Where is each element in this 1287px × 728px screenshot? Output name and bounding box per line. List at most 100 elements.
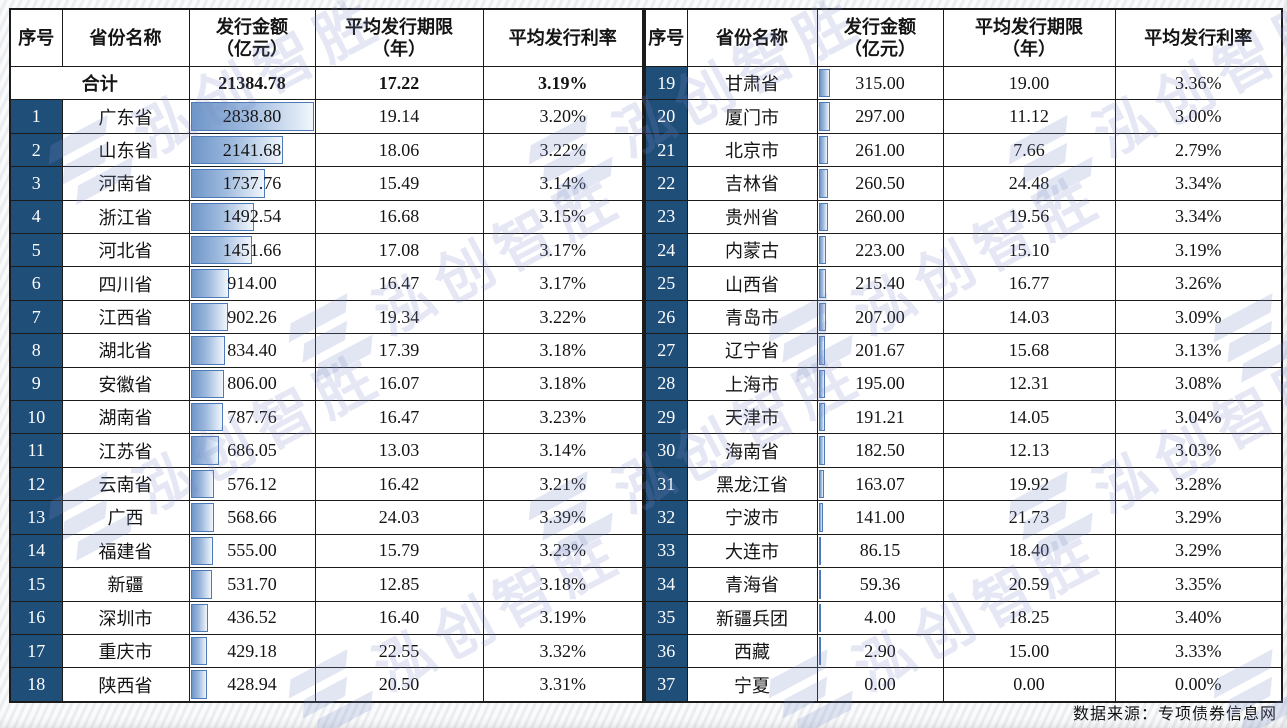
amount-data-bar (190, 436, 219, 465)
amount-data-bar (818, 503, 823, 532)
term-cell: 19.34 (314, 299, 484, 335)
amount-value: 568.66 (227, 506, 277, 527)
table-row: 10 湖南省 787.76 16.47 3.23% (9, 400, 644, 435)
row-index-cell: 1 (9, 99, 63, 134)
col-header-term-line1: 平均发行期限 (345, 16, 453, 37)
rate-cell: 3.19% (1114, 233, 1283, 268)
province-cell: 山西省 (686, 266, 818, 301)
table-header-right: 序号 省份名称 发行金额 （亿元） 平均发行期限 （年） 平均发行利率 (644, 8, 1283, 67)
province-cell: 安徽省 (61, 366, 190, 402)
amount-cell: 260.50 (816, 166, 944, 201)
province-cell: 四川省 (61, 266, 190, 301)
amount-data-bar (818, 369, 826, 399)
province-cell: 广西 (61, 500, 190, 535)
rate-cell: 3.31% (482, 667, 644, 703)
table-row: 20 厦门市 297.00 11.12 3.00% (644, 99, 1283, 134)
rate-cell: 3.29% (1114, 533, 1283, 569)
amount-data-bar (818, 135, 828, 165)
amount-cell: 207.00 (816, 299, 944, 335)
amount-value: 260.00 (855, 206, 905, 227)
term-cell: 14.05 (942, 400, 1116, 435)
table-row: 4 浙江省 1492.54 16.68 3.15% (9, 199, 644, 235)
amount-value: 163.07 (855, 473, 905, 494)
province-cell: 吉林省 (686, 166, 818, 201)
amount-cell: 0.00 (816, 667, 944, 703)
rate-cell: 3.33% (1114, 633, 1283, 669)
province-cell: 河北省 (61, 233, 190, 268)
rate-cell: 3.34% (1114, 199, 1283, 235)
amount-data-bar (818, 536, 821, 566)
table-row: 35 新疆兵团 4.00 18.25 3.40% (644, 600, 1283, 635)
province-cell: 河南省 (61, 166, 190, 201)
amount-data-bar (190, 603, 208, 632)
amount-data-bar (190, 636, 208, 666)
rate-cell: 3.08% (1114, 366, 1283, 402)
amount-cell: 163.07 (816, 466, 944, 502)
amount-value: 141.00 (855, 506, 905, 527)
amount-data-bar (818, 469, 824, 499)
row-index-cell: 13 (9, 500, 63, 535)
term-cell: 19.92 (942, 466, 1116, 502)
amount-value: 436.52 (227, 607, 277, 628)
rate-cell: 3.00% (1114, 99, 1283, 134)
term-cell: 0.00 (942, 667, 1116, 703)
table-row: 14 福建省 555.00 15.79 3.23% (9, 533, 644, 569)
table-row: 24 内蒙古 223.00 15.10 3.19% (644, 233, 1283, 268)
amount-data-bar (190, 169, 265, 198)
col-header-term-line2: （年） (1002, 39, 1056, 59)
term-cell: 18.25 (942, 600, 1116, 635)
amount-data-bar (190, 469, 214, 499)
rate-cell: 3.15% (482, 199, 644, 235)
table-row: 19 甘肃省 315.00 19.00 3.36% (644, 65, 1283, 101)
rate-cell: 3.22% (482, 299, 644, 335)
table-row: 6 四川省 914.00 16.47 3.17% (9, 266, 644, 301)
table-body-right: 19 甘肃省 315.00 19.00 3.36% 20 厦门市 297.00 11.12 3.0… (644, 65, 1283, 703)
row-index-cell: 18 (9, 667, 63, 703)
province-cell: 厦门市 (686, 99, 818, 134)
col-header-amount-line1: 发行金额 (844, 16, 916, 37)
amount-value: 686.05 (227, 440, 277, 461)
amount-value: 59.36 (859, 573, 901, 594)
amount-value: 1737.76 (222, 172, 282, 193)
amount-value: 207.00 (855, 306, 905, 327)
province-cell: 新疆 (61, 567, 190, 602)
col-header-rate: 平均发行利率 (482, 8, 644, 67)
row-index-cell: 36 (644, 633, 688, 669)
term-cell: 17.39 (314, 333, 484, 368)
province-cell: 江苏省 (61, 433, 190, 468)
province-cell: 湖北省 (61, 333, 190, 368)
rate-cell: 2.79% (1114, 132, 1283, 168)
amount-data-bar (818, 603, 821, 632)
rate-cell: 3.35% (1114, 567, 1283, 602)
rate-cell: 3.13% (1114, 333, 1283, 368)
total-amount: 21384.78 (188, 65, 316, 101)
amount-data-bar (818, 336, 826, 365)
amount-value: 215.40 (855, 273, 905, 294)
term-cell: 15.10 (942, 233, 1116, 268)
rate-cell: 3.28% (1114, 466, 1283, 502)
amount-value: 4.00 (864, 607, 896, 628)
rate-cell: 3.23% (482, 533, 644, 569)
amount-data-bar (190, 403, 224, 432)
total-rate: 3.19% (482, 65, 644, 101)
row-index-cell: 12 (9, 466, 63, 502)
amount-data-bar (818, 636, 821, 666)
amount-data-bar (818, 102, 830, 131)
table-body-left: 合计 21384.78 17.22 3.19% 1 广东省 2838.80 19.14 3.20… (9, 65, 644, 703)
amount-cell: 191.21 (816, 400, 944, 435)
province-cell: 宁波市 (686, 500, 818, 535)
amount-data-bar (190, 536, 213, 566)
term-cell: 13.03 (314, 433, 484, 468)
province-cell: 黑龙江省 (686, 466, 818, 502)
amount-data-bar (190, 269, 229, 298)
data-source-note: 数据来源：专项债券信息网 (1072, 706, 1277, 723)
table-row: 1 广东省 2838.80 19.14 3.20% (9, 99, 644, 134)
rate-cell: 3.03% (1114, 433, 1283, 468)
col-header-province: 省份名称 (686, 8, 818, 67)
row-index-cell: 3 (9, 166, 63, 201)
amount-value: 297.00 (855, 106, 905, 127)
amount-cell: 2838.80 (188, 99, 316, 134)
amount-value: 315.00 (855, 72, 905, 93)
amount-data-bar (818, 570, 821, 599)
table-row: 28 上海市 195.00 12.31 3.08% (644, 366, 1283, 402)
